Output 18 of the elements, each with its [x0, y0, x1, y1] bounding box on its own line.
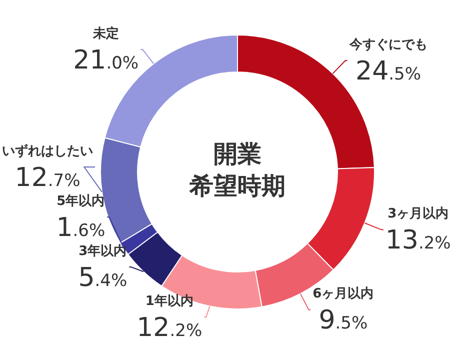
text: 開業 [214, 140, 262, 168]
data-label: 24.5% [356, 56, 422, 87]
slice-label: 5年以内 [56, 194, 105, 209]
data-label: 5.4% [78, 263, 128, 293]
slice-label: 1年以内 [145, 294, 194, 309]
slice-label: 今すぐにでも [348, 38, 428, 53]
data-label: 12.2% [136, 313, 202, 343]
data-label: 9.5% [318, 306, 368, 336]
data-label: 1.6% [56, 213, 106, 243]
text: 希望時期 [188, 172, 286, 200]
data-label: 21.0% [73, 45, 139, 76]
data-label: 12.7% [14, 163, 80, 193]
slice-label: 3ヶ月以内 [388, 206, 449, 222]
data-label: 13.2% [385, 226, 451, 256]
slice-label: 6ヶ月以内 [312, 286, 374, 302]
slice-label: 3年以内 [78, 244, 127, 259]
slice-label: いずれはしたい [2, 143, 93, 159]
slice-label: 未定 [92, 25, 119, 42]
